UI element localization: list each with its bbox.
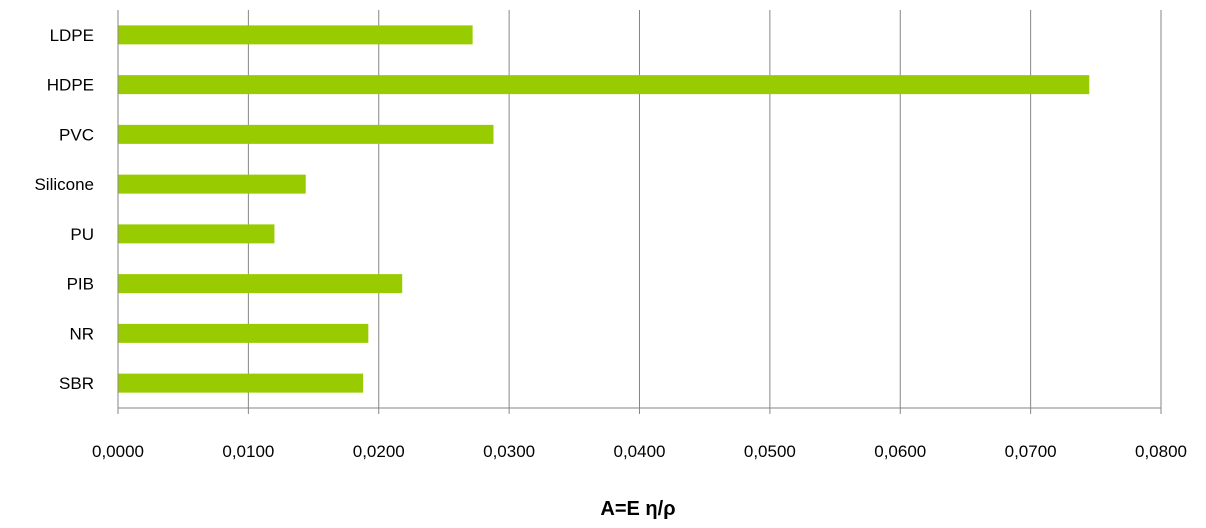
category-label: Silicone: [34, 175, 94, 194]
category-label: SBR: [59, 374, 94, 393]
x-tick-label: 0,0700: [1005, 442, 1057, 461]
bar: [118, 174, 306, 194]
category-label: PU: [70, 225, 94, 244]
gridlines: [117, 10, 1162, 414]
bar: [118, 373, 364, 393]
axes: [117, 10, 1161, 409]
category-labels: LDPE HDPE PVC Silicone PU PIB NR SBR: [34, 26, 94, 393]
category-label: LDPE: [50, 26, 94, 45]
x-tick-label: 0,0000: [92, 442, 144, 461]
bar: [118, 224, 275, 244]
bar: [118, 75, 1090, 95]
x-tick-label: 0,0300: [483, 442, 535, 461]
bar: [118, 323, 369, 343]
bar: [118, 25, 473, 45]
category-label: PVC: [59, 125, 94, 144]
bar: [118, 274, 403, 294]
category-label: PIB: [67, 275, 94, 294]
x-tick-label: 0,0100: [222, 442, 274, 461]
x-tick-label: 0,0600: [874, 442, 926, 461]
x-tick-label: 0,0200: [353, 442, 405, 461]
x-axis-title: A=E η/ρ: [600, 498, 675, 520]
x-tick-labels: 0,0000 0,0100 0,0200 0,0300 0,0400 0,0500 0,06…: [92, 442, 1187, 461]
x-tick-label: 0,0800: [1135, 442, 1187, 461]
category-label: NR: [69, 324, 94, 343]
bar: [118, 124, 494, 144]
x-tick-label: 0,0400: [614, 442, 666, 461]
category-label: HDPE: [47, 76, 94, 95]
x-tick-label: 0,0500: [744, 442, 796, 461]
bars: [118, 25, 1090, 393]
